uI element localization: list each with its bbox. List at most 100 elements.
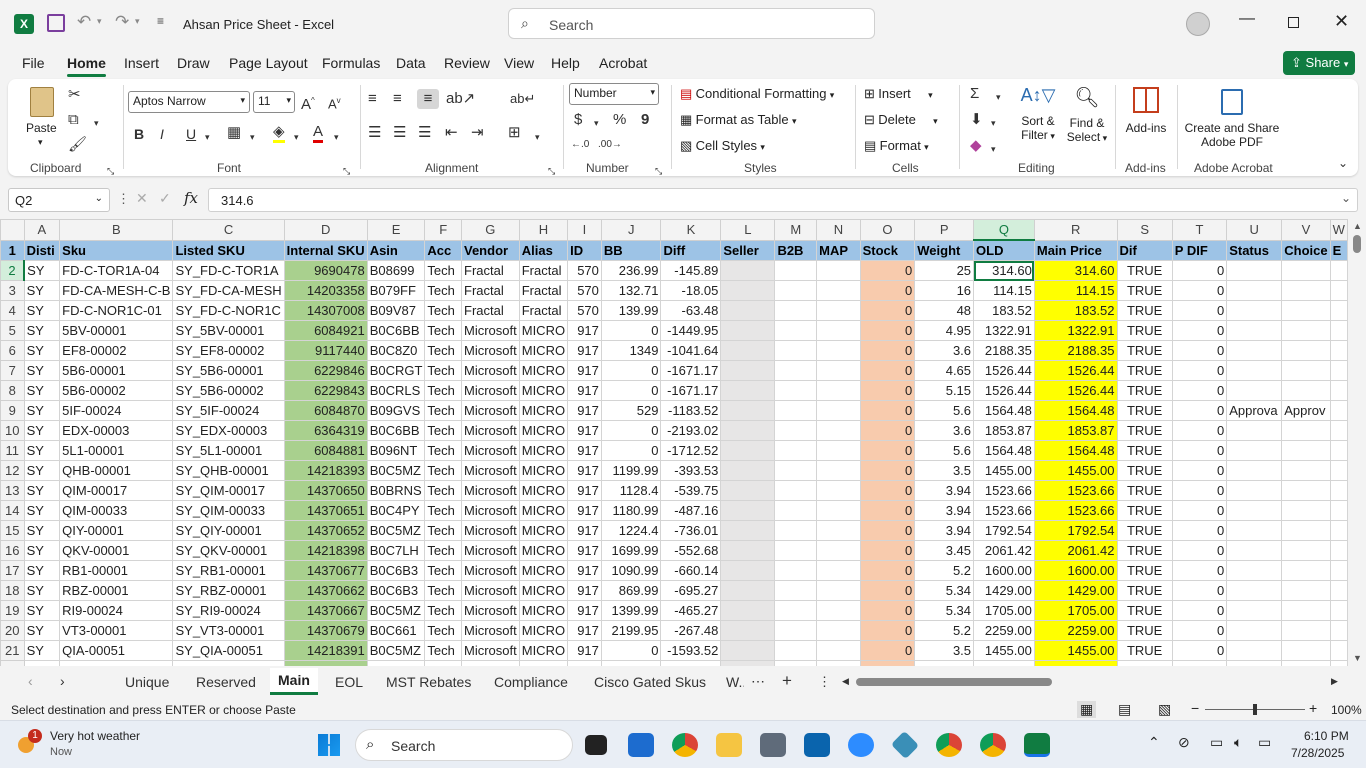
cell[interactable]: 1523.66 — [973, 500, 1035, 521]
cell[interactable] — [567, 660, 602, 666]
cell[interactable]: 5.2 — [914, 620, 975, 641]
column-header-m[interactable]: M — [774, 219, 818, 241]
cell[interactable]: RB1-00001 — [59, 560, 174, 581]
cell[interactable]: MICRO — [518, 640, 569, 661]
weather-widget[interactable]: 1 Very hot weather Now — [12, 727, 172, 763]
header-cell[interactable]: Disti — [23, 239, 61, 261]
cell[interactable]: 0 — [1171, 340, 1228, 361]
cell[interactable] — [774, 340, 818, 361]
align-center-icon[interactable]: ☰ — [393, 124, 407, 141]
cell[interactable]: 1523.66 — [973, 480, 1035, 501]
sheet-tab-reserved[interactable]: Reserved — [196, 674, 256, 690]
cell[interactable]: 1526.44 — [1033, 380, 1118, 401]
cell[interactable]: QHB-00001 — [59, 460, 174, 481]
cell[interactable] — [1281, 580, 1331, 601]
cell[interactable] — [720, 300, 776, 321]
sheet-tab-eol[interactable]: EOL — [335, 674, 364, 690]
format-painter-icon[interactable]: 🖌 — [68, 136, 88, 153]
clipboard-launcher-icon[interactable]: ⤡ — [107, 166, 115, 176]
cell[interactable]: SY — [23, 540, 61, 561]
cell[interactable] — [816, 360, 861, 381]
cell[interactable] — [1281, 560, 1331, 581]
cell[interactable]: 0 — [859, 320, 916, 341]
cell[interactable]: B0C4PY — [366, 500, 426, 521]
cell[interactable]: MICRO — [518, 440, 569, 461]
cell-styles-button[interactable]: ▧ Cell Styles ▾ — [680, 138, 765, 154]
cell[interactable]: B0CRLS — [366, 380, 426, 401]
column-header-d[interactable]: D — [283, 219, 368, 241]
hscroll-left-icon[interactable]: ◀ — [842, 676, 849, 686]
cell[interactable] — [1281, 300, 1331, 321]
row-header[interactable]: 14 — [0, 500, 25, 521]
cell[interactable] — [1329, 540, 1348, 561]
cell[interactable]: SY_EF8-00002 — [172, 340, 285, 361]
cell[interactable] — [774, 320, 818, 341]
cell[interactable]: 0 — [859, 420, 916, 441]
cell[interactable]: Tech — [424, 460, 462, 481]
cell[interactable] — [461, 660, 520, 666]
cell[interactable]: TRUE — [1116, 520, 1173, 541]
cell[interactable]: SY_5B6-00002 — [172, 380, 285, 401]
cell[interactable]: 3.94 — [914, 500, 975, 521]
row-header[interactable]: 17 — [0, 560, 25, 581]
header-cell[interactable]: Weight — [914, 239, 975, 261]
header-cell[interactable]: Choice — [1281, 239, 1331, 261]
more-sheets-icon[interactable]: ⋯ — [751, 673, 765, 689]
cell[interactable]: 1180.99 — [600, 500, 662, 521]
cell[interactable]: SY — [23, 580, 61, 601]
cell[interactable]: SY_QIY-00001 — [172, 520, 285, 541]
cell[interactable] — [816, 500, 861, 521]
cell[interactable]: 4.95 — [914, 320, 975, 341]
cell[interactable]: -63.48 — [660, 300, 722, 321]
cell[interactable]: SY — [23, 260, 61, 281]
cell[interactable]: Approv — [1281, 400, 1331, 421]
select-all-corner[interactable] — [0, 219, 25, 241]
fill-color-icon[interactable]: ◈ — [273, 124, 285, 143]
cell[interactable]: 5B6-00001 — [59, 360, 174, 381]
cell[interactable]: 1600.00 — [1033, 560, 1118, 581]
cell[interactable]: MICRO — [518, 340, 569, 361]
cell[interactable]: TRUE — [1116, 460, 1173, 481]
cell[interactable]: B0C6BB — [366, 420, 426, 441]
cell[interactable] — [1281, 660, 1331, 666]
cell[interactable] — [774, 620, 818, 641]
align-middle-icon[interactable]: ≡ — [393, 90, 402, 107]
cell[interactable] — [1329, 640, 1348, 661]
cell[interactable]: 3.45 — [914, 540, 975, 561]
cell[interactable] — [1226, 300, 1283, 321]
cell[interactable]: -1712.52 — [660, 440, 722, 461]
more-options-icon[interactable]: ⋮ — [117, 191, 130, 206]
cell[interactable]: Microsoft — [461, 340, 520, 361]
cell[interactable]: 0 — [1171, 520, 1228, 541]
header-cell[interactable]: E — [1329, 239, 1348, 261]
cell[interactable] — [720, 500, 776, 521]
cell[interactable]: 1705.00 — [973, 600, 1035, 621]
header-cell[interactable]: Sku — [59, 239, 174, 261]
cell[interactable]: -18.05 — [660, 280, 722, 301]
cell[interactable]: Fractal — [461, 280, 520, 301]
cell[interactable] — [774, 520, 818, 541]
cell[interactable]: 6084881 — [283, 440, 368, 461]
cell[interactable]: B096NT — [366, 440, 426, 461]
cell[interactable]: 570 — [567, 260, 602, 281]
cell[interactable] — [1329, 360, 1348, 381]
cell[interactable]: 14370662 — [283, 580, 368, 601]
header-cell[interactable]: Diff — [660, 239, 722, 261]
cell[interactable]: 0 — [859, 520, 916, 541]
underline-dropdown-icon[interactable]: ▾ — [205, 132, 210, 142]
cell[interactable] — [1226, 380, 1283, 401]
column-header-i[interactable]: I — [567, 219, 602, 241]
cell[interactable]: 869.99 — [600, 580, 662, 601]
cell[interactable]: 917 — [567, 380, 602, 401]
header-cell[interactable]: Acc — [424, 239, 462, 261]
cell[interactable]: 1455.00 — [1033, 640, 1118, 661]
tab-options-icon[interactable]: ⋮ — [818, 674, 831, 689]
cell[interactable]: 1455.00 — [1033, 460, 1118, 481]
cell[interactable]: 0 — [859, 300, 916, 321]
header-cell[interactable]: Asin — [366, 239, 426, 261]
cell[interactable]: SY — [23, 480, 61, 501]
cell[interactable]: 0 — [1171, 500, 1228, 521]
align-bottom-icon[interactable]: ≡ — [417, 89, 439, 109]
cell[interactable]: 0 — [859, 560, 916, 581]
menu-help[interactable]: Help — [551, 55, 580, 71]
